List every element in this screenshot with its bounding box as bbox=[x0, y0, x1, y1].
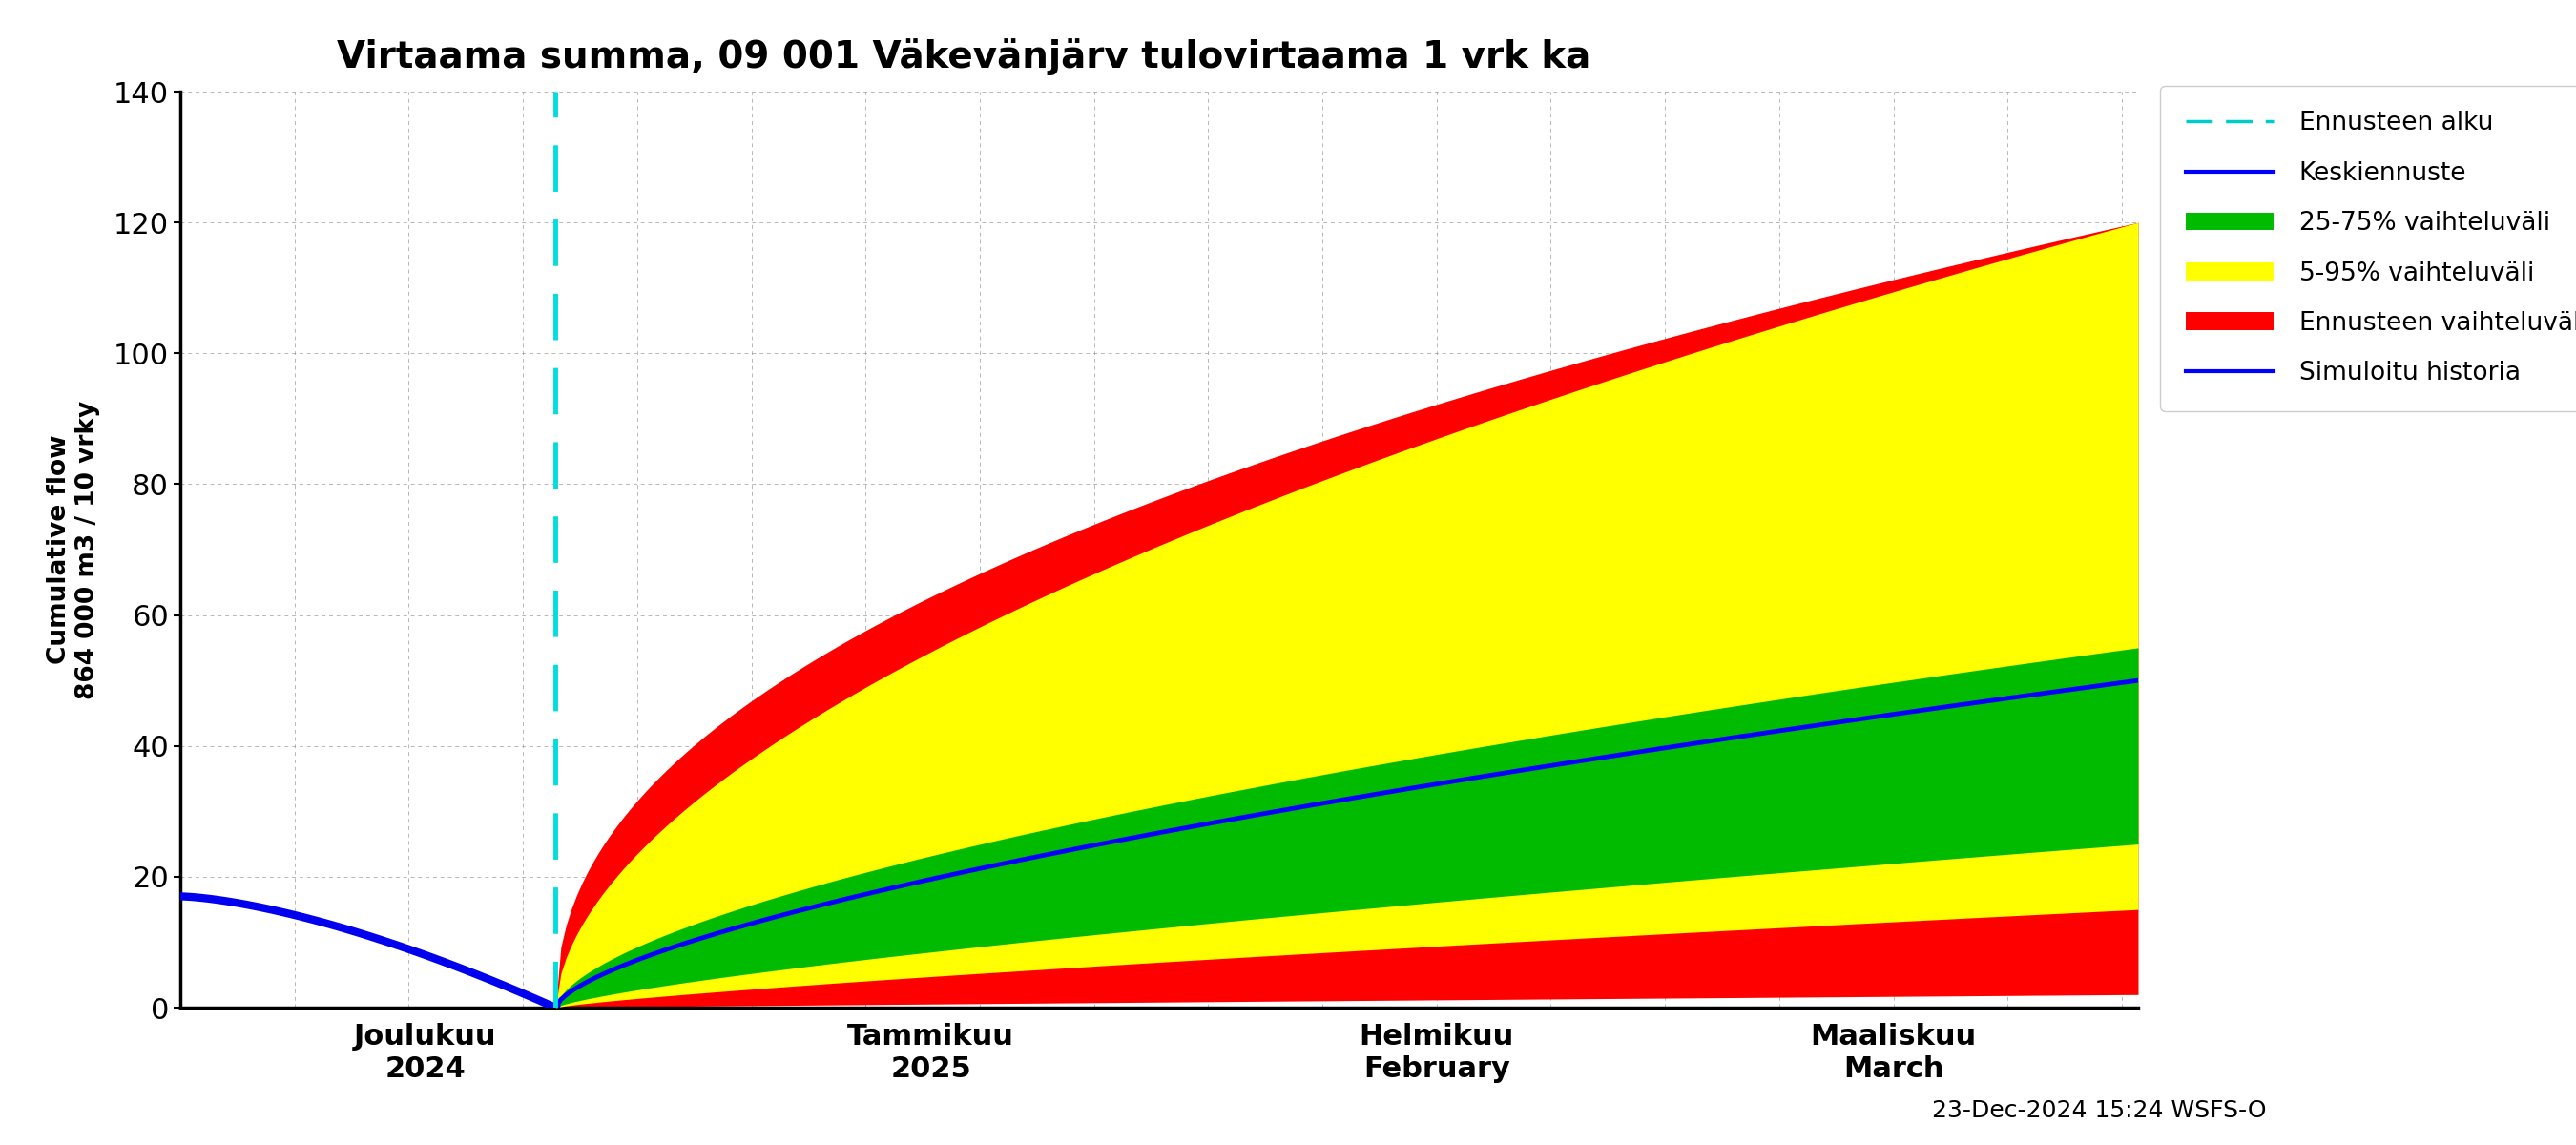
Y-axis label: Cumulative flow
864 000 m3 / 10 vrky: Cumulative flow 864 000 m3 / 10 vrky bbox=[46, 400, 100, 700]
Text: 23-Dec-2024 15:24 WSFS-O: 23-Dec-2024 15:24 WSFS-O bbox=[1932, 1099, 2267, 1122]
Legend: Ennusteen alku, Keskiennuste, 25-75% vaihteluväli, 5-95% vaihteluväli, Ennusteen: Ennusteen alku, Keskiennuste, 25-75% vai… bbox=[2161, 86, 2576, 411]
Text: Virtaama summa, 09 001 Väkevänjärv tulovirtaama 1 vrk ka: Virtaama summa, 09 001 Väkevänjärv tulov… bbox=[337, 38, 1592, 76]
